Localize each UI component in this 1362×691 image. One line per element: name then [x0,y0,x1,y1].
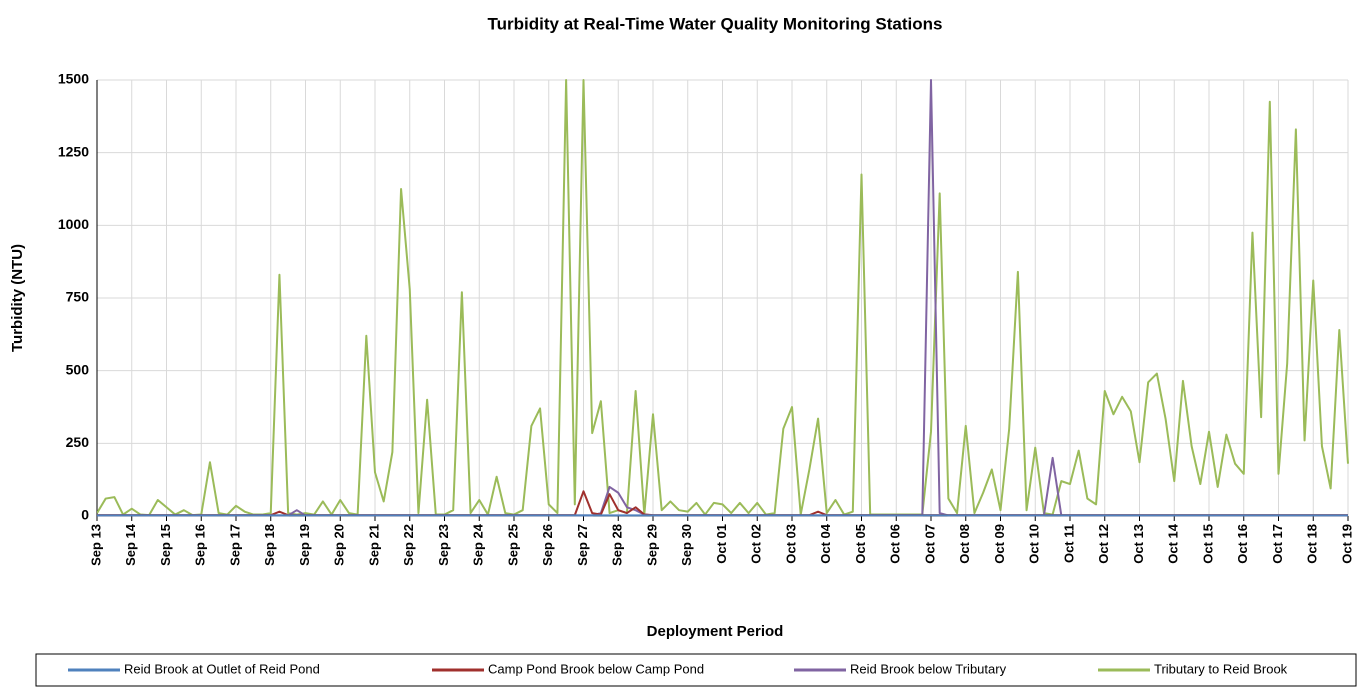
y-tick-label: 500 [66,361,90,377]
y-tick-label: 1500 [58,71,89,87]
x-tick-label: Oct 15 [1200,524,1215,564]
x-tick-label: Oct 16 [1235,524,1250,564]
x-tick-label: Oct 04 [818,523,833,564]
x-tick-label: Sep 18 [262,524,277,566]
x-tick-label: Sep 28 [610,524,625,566]
x-tick-label: Oct 06 [888,524,903,564]
x-tick-label: Oct 01 [714,524,729,564]
x-tick-label: Oct 03 [783,524,798,564]
x-tick-label: Oct 11 [1061,524,1076,563]
x-tick-label: Sep 13 [88,524,103,566]
y-tick-label: 1000 [58,216,89,232]
x-tick-label: Oct 13 [1131,524,1146,564]
legend-label: Camp Pond Brook below Camp Pond [488,661,704,676]
x-tick-label: Oct 10 [1027,524,1042,564]
chart-title: Turbidity at Real-Time Water Quality Mon… [488,14,943,33]
series-line [97,79,1349,517]
x-tick-label: Oct 08 [957,524,972,564]
labels: 0 250 500 750 1000 1250 1500 Sep 13 Sep 14 Sep 15… [58,71,1355,677]
x-tick-label: Oct 09 [992,524,1007,564]
y-tick-label: 1250 [58,143,89,159]
x-tick-label: Oct 19 [1339,524,1354,564]
x-tick-label: Sep 24 [471,523,486,566]
legend-label: Tributary to Reid Brook [1154,661,1288,676]
y-tick-label: 750 [66,289,90,305]
x-tick-label: Sep 23 [436,524,451,566]
x-tick-label: Sep 16 [193,524,208,566]
legend-box [35,653,1357,687]
x-tick-label: Sep 17 [227,524,242,566]
x-tick-label: Sep 30 [679,524,694,566]
legend-label: Reid Brook at Outlet of Reid Pond [124,661,320,676]
x-tick-label: Oct 02 [749,524,764,564]
x-tick-label: Oct 12 [1096,524,1111,564]
y-tick-label: 0 [81,507,89,523]
x-tick-label: Sep 20 [332,524,347,566]
x-axis-title: Deployment Period [647,623,784,640]
x-tick-label: Sep 19 [297,524,312,566]
y-tick-label: 250 [66,434,90,450]
x-tick-label: Sep 15 [158,524,173,566]
x-tick-label: Sep 29 [644,524,659,566]
grid [96,79,1349,521]
x-tick-label: Sep 21 [366,524,381,566]
x-tick-label: Sep 22 [401,524,416,566]
x-tick-label: Oct 05 [853,524,868,564]
x-tick-label: Oct 17 [1270,524,1285,564]
x-tick-label: Oct 18 [1305,524,1320,564]
x-tick-label: Sep 27 [575,524,590,566]
y-axis-title: Turbidity (NTU) [9,244,26,352]
x-tick-label: Oct 14 [1166,523,1181,564]
x-tick-label: Sep 26 [540,524,555,566]
legend-label: Reid Brook below Tributary [850,661,1007,676]
x-tick-label: Oct 07 [922,524,937,564]
plot-area [97,79,1349,517]
x-tick-label: Sep 14 [123,523,138,566]
x-tick-label: Sep 25 [505,524,520,566]
